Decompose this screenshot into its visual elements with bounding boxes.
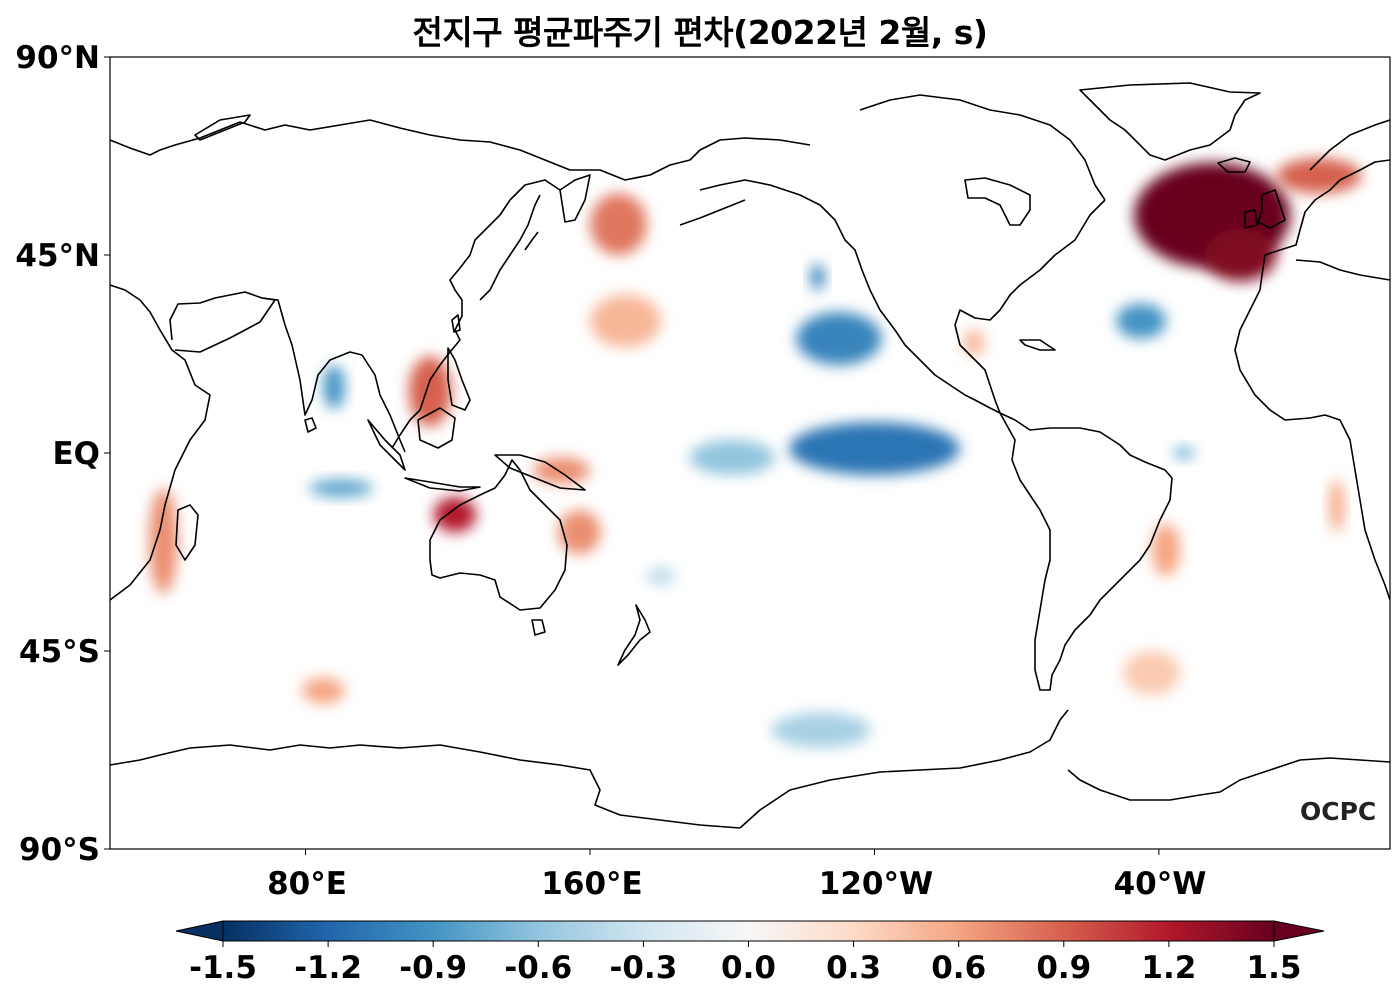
coast-java: [404, 477, 481, 492]
coast-africa: [110, 284, 211, 601]
colorbar-gradient: [222, 920, 1275, 942]
coast-kamchatka: [559, 174, 591, 223]
y-label-eq: EQ: [52, 436, 100, 472]
coast-scandinavia: [1309, 119, 1390, 171]
anomaly-nw-australia-pos: [433, 496, 477, 533]
map-title: 전지구 평균파주기 편차(2022년 2월, s): [412, 13, 988, 52]
anomaly-layer: [149, 158, 1362, 748]
coast-novaya-zemlya: [194, 114, 251, 141]
coast-europe: [1259, 159, 1390, 291]
colorbar-tick-label: -1.5: [189, 950, 257, 986]
coast-greenland: [1079, 82, 1261, 161]
coast-antarctica: [110, 709, 1390, 829]
coast-okhotsk: [509, 179, 561, 201]
colorbar-tick-label: 1.2: [1141, 950, 1197, 986]
coast-africa-west: [1234, 289, 1390, 601]
anomaly-bay-of-bengal-neg: [323, 365, 345, 409]
coast-madagascar: [175, 504, 199, 561]
coast-us-east: [954, 199, 1106, 414]
coast-philippines: [447, 347, 471, 411]
anomaly-east-pacific-neg: [796, 312, 882, 365]
anomaly-brazil-pos: [1151, 523, 1181, 577]
coastlines: [110, 82, 1390, 829]
anomaly-gulf-of-mexico-pos: [963, 329, 985, 357]
anomaly-mozambique-pos: [149, 488, 178, 594]
coast-newguinea: [494, 454, 586, 491]
coast-tasmania: [531, 619, 546, 636]
anomaly-coral-sea-pos: [558, 510, 601, 555]
coast-hudson: [964, 177, 1031, 226]
coast-arabia: [169, 291, 276, 353]
colorbar-tick-label: 0.3: [826, 950, 882, 986]
coast-alaska: [689, 137, 1001, 414]
anomaly-south-indian-pos: [302, 677, 345, 704]
coast-sumatra: [367, 419, 406, 471]
coast-south-america: [999, 412, 1173, 691]
x-ticks: [305, 849, 1160, 855]
x-label-160e: 160°E: [541, 866, 643, 902]
anomaly-south-atlantic-pos: [1123, 651, 1181, 695]
anomaly-california-neg: [810, 263, 825, 291]
colorbar-tick-label: -0.3: [609, 950, 678, 986]
anomaly-north-atlantic-south: [1205, 228, 1277, 282]
coast-canada-arctic: [859, 94, 1106, 201]
coast-eurasia-north: [110, 119, 691, 181]
anomaly-central-atlantic-neg: [1116, 303, 1166, 339]
anomaly-namibia-pos: [1329, 479, 1344, 533]
y-label-90n: 90°N: [15, 40, 100, 76]
colorbar-tick-label: -0.9: [399, 950, 468, 986]
anomaly-equatorial-pacific-neg-west: [689, 439, 775, 475]
colorbar: [175, 920, 1325, 947]
coast-britain: [1257, 189, 1286, 229]
coast-ireland: [1244, 209, 1258, 229]
anomaly-equatorial-atlantic-neg: [1173, 446, 1195, 460]
coast-taiwan: [451, 314, 461, 333]
coast-australia: [429, 459, 568, 611]
colorbar-tick-label: 0.9: [1036, 950, 1092, 986]
colorbar-extend-min: [175, 920, 224, 942]
anomaly-kamchatka-pos: [590, 193, 647, 255]
anomaly-nw-pacific-pos: [590, 294, 662, 348]
y-label-45n: 45°N: [15, 238, 100, 274]
ocpc-logo: OCPC: [1300, 797, 1377, 826]
colorbar-tick-label: -1.2: [294, 950, 362, 986]
coast-newzealand: [617, 604, 651, 666]
colorbar-extend-max: [1273, 920, 1325, 942]
coast-india: [261, 297, 363, 416]
anomaly-southern-ocean-neg: [771, 712, 871, 748]
y-label-90s: 90°S: [19, 832, 100, 868]
colorbar-tick-label: 0.0: [721, 950, 776, 986]
coast-srilanka: [304, 417, 317, 433]
anomaly-equatorial-pacific-neg: [789, 422, 960, 475]
colorbar-ticks: [222, 941, 1275, 947]
coast-cuba: [1019, 339, 1056, 351]
colorbar-tick-label: 0.6: [931, 950, 987, 986]
x-label-80e: 80°E: [267, 866, 347, 902]
coast-japan: [479, 194, 541, 301]
anomaly-indian-ocean-neg: [309, 479, 374, 498]
colorbar-tick-label: 1.5: [1246, 950, 1302, 986]
coast-borneo: [417, 407, 456, 449]
anomaly-norwegian-sea: [1276, 158, 1362, 194]
x-label-40w: 40°W: [1113, 866, 1207, 902]
colorbar-tick-label: -0.6: [504, 950, 573, 986]
y-ticks: [104, 56, 110, 850]
coast-aleutians: [679, 199, 746, 226]
x-label-120w: 120°W: [818, 866, 934, 902]
coast-iceland: [1217, 157, 1251, 173]
y-label-45s: 45°S: [19, 634, 100, 670]
anomaly-tasman-neg: [646, 567, 676, 585]
